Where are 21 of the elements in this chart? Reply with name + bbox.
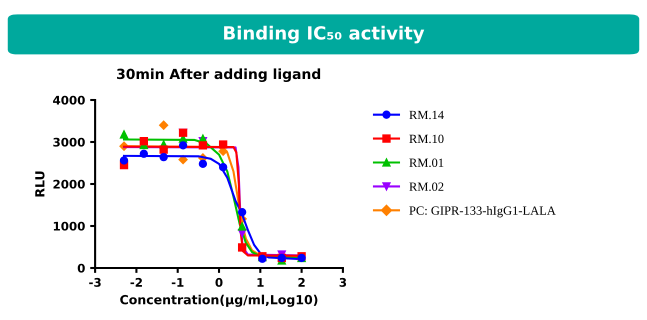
x-tick-label: 1 [258,278,264,287]
chart-subtitle: 30min After adding ligand [117,68,320,82]
legend-label: RM.14 [409,110,444,120]
y-tick-label: 0 [78,264,85,273]
x-tick-label: -2 [130,278,142,287]
x-tick-label: 2 [298,278,305,287]
x-tick-label: -3 [89,278,101,287]
legend-label: RM.10 [409,134,444,144]
legend-label: RM.01 [409,158,444,168]
y-axis-title: RLU [35,172,45,196]
y-tick-label: 3000 [53,138,85,147]
x-tick-label: -1 [172,278,184,287]
y-tick-label: 2000 [53,180,85,189]
legend-label: PC: GIPR-133-hIgG1-LALA [409,206,556,218]
y-tick-label: 1000 [54,222,85,231]
x-tick-label: 3 [340,278,346,287]
y-tick-label: 4000 [53,96,85,105]
legend-label: RM.02 [409,182,444,191]
chart-title: Binding IC₅₀ activity [224,26,424,44]
x-tick-label: 0 [215,278,223,287]
x-axis-title: Concentration(μg/ml,Log10) [120,294,318,307]
